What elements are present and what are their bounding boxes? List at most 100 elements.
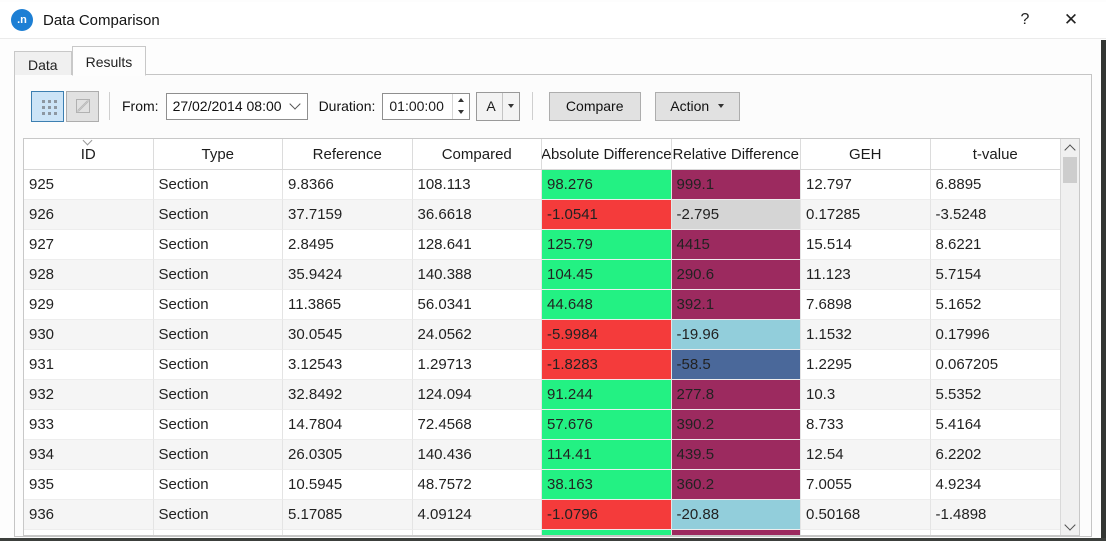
column-header-geh[interactable]: GEH [801, 139, 931, 169]
cell-type[interactable]: Section [153, 380, 283, 410]
cell-reference[interactable]: 3.12543 [283, 350, 413, 380]
cell-t-value[interactable]: 4.9234 [930, 470, 1061, 500]
cell-type[interactable]: Section [153, 500, 283, 530]
from-datetime-combobox[interactable]: 27/02/2014 08:00 [165, 92, 308, 120]
cell-abs-diff[interactable]: -1.8283 [542, 350, 672, 380]
cell-geh[interactable]: 0.17285 [801, 200, 931, 230]
cell-reference[interactable]: 26.0305 [283, 440, 413, 470]
cell-rel-diff[interactable]: 290.6 [671, 260, 801, 290]
table-row[interactable]: 927 Section 2.8495 128.641 125.79 4415 15.514 8… [24, 230, 1061, 260]
cell-rel-diff[interactable]: -58.5 [671, 350, 801, 380]
cell-type[interactable]: Section [153, 410, 283, 440]
table-row[interactable]: 935 Section 10.5945 48.7572 38.163 360.2 7.005… [24, 470, 1061, 500]
cell-reference[interactable]: 37.7159 [283, 200, 413, 230]
cell-t-value[interactable]: 5.4164 [930, 410, 1061, 440]
cell-geh[interactable]: 15.514 [801, 230, 931, 260]
cell-geh[interactable]: 11.123 [801, 260, 931, 290]
cell-compared[interactable]: 72.4568 [412, 410, 542, 440]
table-row[interactable]: 925 Section 9.8366 108.113 98.276 999.1 12.797… [24, 170, 1061, 200]
table-row[interactable]: 933 Section 14.7804 72.4568 57.676 390.2 8.733… [24, 410, 1061, 440]
scroll-up-button[interactable] [1061, 139, 1079, 156]
cell-rel-diff[interactable]: 360.2 [671, 470, 801, 500]
spin-down-button[interactable] [453, 106, 470, 119]
vertical-scrollbar[interactable] [1060, 139, 1079, 535]
table-row[interactable]: 934 Section 26.0305 140.436 114.41 439.5 12.54… [24, 440, 1061, 470]
cell-t-value[interactable]: 6.8895 [930, 170, 1061, 200]
column-header-reference[interactable]: Reference [283, 139, 413, 169]
cell-t-value[interactable]: 5.1652 [930, 290, 1061, 320]
cell-abs-diff[interactable]: -5.9984 [542, 320, 672, 350]
cell-geh[interactable]: 7.0055 [801, 470, 931, 500]
close-button[interactable]: ✕ [1048, 3, 1094, 37]
cell-compared[interactable]: 108.113 [412, 170, 542, 200]
cell-type[interactable]: Section [153, 320, 283, 350]
cell-type[interactable]: Section [153, 230, 283, 260]
edit-toggle-button[interactable] [66, 90, 99, 122]
cell-reference[interactable]: 5.17085 [283, 500, 413, 530]
cell-geh[interactable]: 10.3 [801, 380, 931, 410]
cell-type[interactable]: Section [153, 440, 283, 470]
cell-compared[interactable]: 140.436 [412, 440, 542, 470]
cell-abs-diff[interactable]: 104.45 [542, 260, 672, 290]
cell-rel-diff[interactable]: -2.795 [671, 200, 801, 230]
table-row[interactable]: 936 Section 5.17085 4.09124 -1.0796 -20.88 0.5… [24, 500, 1061, 530]
cell-reference[interactable]: 14.7804 [283, 410, 413, 440]
cell-rel-diff[interactable]: 4415 [671, 230, 801, 260]
cell-rel-diff[interactable]: 390.2 [671, 410, 801, 440]
cell-compared[interactable]: 140.388 [412, 260, 542, 290]
cell-abs-diff[interactable]: 91.244 [542, 380, 672, 410]
cell-abs-diff[interactable]: 44.648 [542, 290, 672, 320]
cell-id[interactable]: 927 [24, 230, 154, 260]
duration-spinbox[interactable]: 01:00:00 [382, 92, 471, 120]
table-row[interactable]: 931 Section 3.12543 1.29713 -1.8283 -58.5 1.22… [24, 350, 1061, 380]
cell-abs-diff[interactable]: 38.163 [542, 470, 672, 500]
cell-geh[interactable]: 1.2295 [801, 350, 931, 380]
series-selector-button[interactable]: A [476, 91, 520, 121]
cell-rel-diff[interactable]: -20.88 [671, 500, 801, 530]
cell-id[interactable]: 928 [24, 260, 154, 290]
cell-rel-diff[interactable]: 392.1 [671, 290, 801, 320]
cell-id[interactable]: 930 [24, 320, 154, 350]
cell-type[interactable]: Section [153, 170, 283, 200]
cell-id[interactable]: 933 [24, 410, 154, 440]
cell-id[interactable]: 932 [24, 380, 154, 410]
column-header-type[interactable]: Type [154, 139, 283, 169]
cell-type[interactable]: Section [153, 260, 283, 290]
table-row[interactable]: 928 Section 35.9424 140.388 104.45 290.6 11.12… [24, 260, 1061, 290]
cell-t-value[interactable]: 0.17996 [930, 320, 1061, 350]
cell-rel-diff[interactable]: 999.1 [671, 170, 801, 200]
cell-compared[interactable]: 124.094 [412, 380, 542, 410]
scroll-down-button[interactable] [1061, 518, 1079, 535]
column-header-absolute-difference[interactable]: Absolute Difference [542, 139, 672, 169]
cell-compared[interactable]: 128.641 [412, 230, 542, 260]
cell-compared[interactable]: 4.09124 [412, 500, 542, 530]
cell-geh[interactable]: 12.54 [801, 440, 931, 470]
cell-geh[interactable]: 7.6898 [801, 290, 931, 320]
table-row[interactable]: 929 Section 11.3865 56.0341 44.648 392.1 7.689… [24, 290, 1061, 320]
cell-id[interactable]: 936 [24, 500, 154, 530]
table-row[interactable]: 932 Section 32.8492 124.094 91.244 277.8 10.3 5… [24, 380, 1061, 410]
spin-up-button[interactable] [453, 93, 470, 106]
tab-data[interactable]: Data [14, 51, 72, 75]
cell-geh[interactable]: 12.797 [801, 170, 931, 200]
cell-abs-diff[interactable]: 57.676 [542, 410, 672, 440]
column-header-id[interactable]: ID [24, 139, 154, 169]
cell-abs-diff[interactable]: 125.79 [542, 230, 672, 260]
cell-t-value[interactable]: 5.7154 [930, 260, 1061, 290]
cell-abs-diff[interactable]: 98.276 [542, 170, 672, 200]
cell-abs-diff[interactable]: 114.41 [542, 440, 672, 470]
table-row[interactable]: 926 Section 37.7159 36.6618 -1.0541 -2.795 0.1… [24, 200, 1061, 230]
cell-rel-diff[interactable]: -19.96 [671, 320, 801, 350]
cell-compared[interactable]: 56.0341 [412, 290, 542, 320]
cell-geh[interactable]: 1.1532 [801, 320, 931, 350]
cell-type[interactable]: Section [153, 470, 283, 500]
cell-t-value[interactable]: 6.2202 [930, 440, 1061, 470]
cell-id[interactable]: 935 [24, 470, 154, 500]
table-row[interactable]: 930 Section 30.0545 24.0562 -5.9984 -19.96 1.1… [24, 320, 1061, 350]
cell-reference[interactable]: 10.5945 [283, 470, 413, 500]
cell-type[interactable]: Section [153, 290, 283, 320]
cell-compared[interactable]: 24.0562 [412, 320, 542, 350]
cell-compared[interactable]: 48.7572 [412, 470, 542, 500]
compare-button[interactable]: Compare [548, 91, 641, 121]
cell-id[interactable]: 925 [24, 170, 154, 200]
